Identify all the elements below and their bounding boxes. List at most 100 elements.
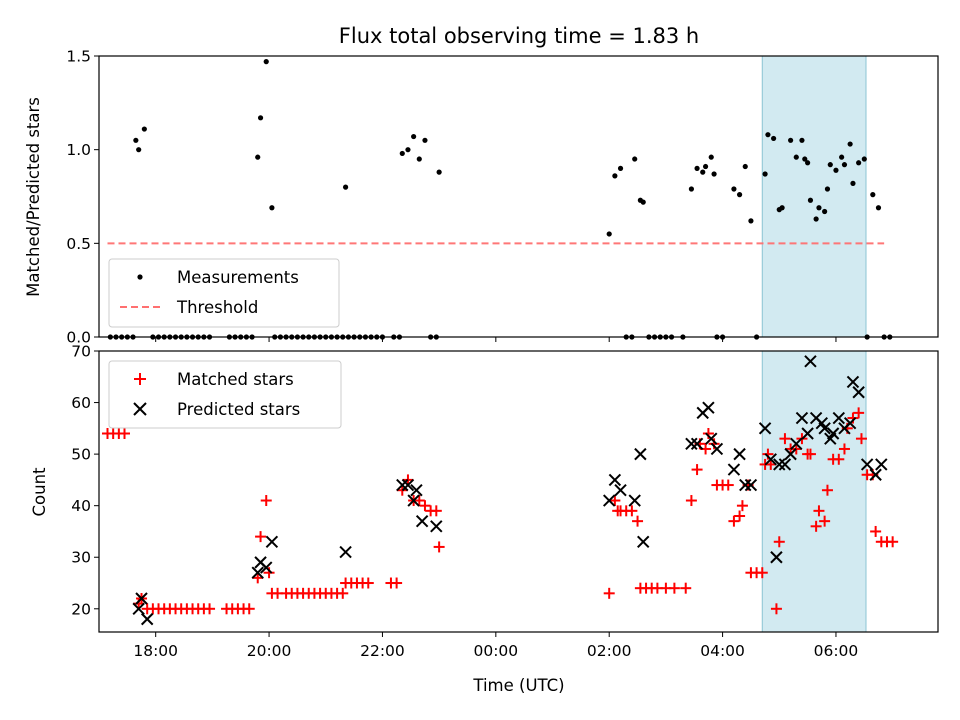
matched-stars-point [870, 525, 882, 537]
measurement-point [822, 208, 828, 215]
count-legend-box [108, 360, 342, 429]
matched-stars-point [756, 567, 768, 579]
predicted-stars-point [628, 494, 641, 507]
matched-stars-point [765, 458, 777, 470]
matched-stars-point [779, 433, 791, 445]
matched-stars-point [887, 536, 899, 548]
count-y-tick-label: 20 [71, 600, 91, 618]
measurement-point [617, 165, 624, 171]
count-highlight-span [761, 350, 867, 633]
measurement-point [748, 218, 754, 224]
ratio-y-tick-label: 0.5 [66, 235, 91, 253]
matched-stars-point [419, 500, 431, 512]
matched-stars-point [252, 572, 264, 584]
count-frame [98, 350, 939, 633]
predicted-stars-point [260, 561, 273, 574]
predicted-stars-point [637, 535, 650, 548]
measurement-point [711, 171, 717, 177]
matched-stars-point [773, 536, 785, 548]
predicted-stars-point [614, 484, 627, 497]
measurement-point [411, 133, 417, 140]
measurement-point [257, 115, 264, 121]
legend-matched-marker [134, 373, 146, 385]
measurement-point [779, 205, 785, 211]
ratio-y-tick-label: 0.0 [66, 329, 91, 347]
matched-stars-point [819, 515, 831, 527]
measurement-point [839, 154, 845, 160]
predicted-stars-point [415, 514, 429, 528]
matched-stars-point [430, 505, 442, 517]
ratio-y-axis-label: Matched/Predicted stars [24, 97, 43, 297]
predicted-stars-point [135, 592, 148, 605]
measurement-point [416, 156, 422, 162]
matched-stars-point [204, 603, 216, 615]
ratio-y-ticks: 0.0 0.5 1.0 1.5 [66, 48, 99, 347]
measurement-point [856, 160, 862, 166]
predicted-stars-point [634, 447, 647, 461]
predicted-stars-point [132, 602, 145, 616]
matched-stars-point [736, 500, 748, 512]
matched-stars-point [833, 453, 845, 465]
measurement-point [133, 137, 139, 143]
measurement-point [742, 163, 748, 170]
predicted-stars-point [843, 416, 857, 430]
predicted-stars-point [705, 432, 718, 445]
measurement-point [694, 165, 700, 171]
ratio-legend-box [108, 258, 340, 328]
predicted-stars-point [410, 484, 423, 497]
measurement-point [762, 171, 768, 177]
measurement-point [788, 137, 794, 143]
measurement-point [799, 137, 805, 143]
matched-stars-point [413, 495, 425, 507]
predicted-stars-point [795, 411, 809, 425]
matched-stars-point [626, 505, 638, 517]
count-y-tick-label: 50 [71, 446, 91, 464]
measurement-point [606, 231, 612, 237]
measurement-point [833, 167, 839, 173]
predicted-stars-point [790, 437, 803, 451]
matched-stars-point [260, 495, 272, 507]
matched-stars-point [337, 587, 349, 599]
chart-title: Flux total observing time = 1.83 h [339, 24, 699, 48]
measurement-point [422, 137, 428, 143]
matched-stars-point [691, 464, 703, 476]
legend-threshold-label: Threshold [176, 298, 258, 317]
count-y-tick-label: 40 [71, 497, 91, 515]
measurement-point [632, 156, 638, 162]
measurement-point [269, 205, 275, 211]
matched-stars-point [853, 407, 865, 419]
matched-stars-point [609, 495, 621, 507]
predicted-stars-point [875, 458, 888, 471]
matched-stars-point [838, 443, 850, 455]
measurement-point [813, 216, 819, 222]
predicted-stars-point [804, 355, 817, 368]
x-tick-label: 00:00 [473, 642, 518, 660]
matched-stars-point [119, 427, 131, 439]
predicted-stars-point [339, 545, 352, 559]
ratio-x-ticks [155, 337, 837, 342]
measurement-point [793, 154, 799, 160]
predicted-stars-point [727, 463, 741, 476]
measurement-point [802, 156, 808, 162]
legend-measurements-marker [137, 274, 143, 280]
x-tick-label: 04:00 [700, 642, 745, 660]
measurement-point [861, 156, 867, 162]
count-panel: 20 30 40 50 60 70 18:00 20:00 22:00 00:00 02:00 04… [30, 343, 939, 695]
count-y-ticks: 20 30 40 50 60 70 [71, 343, 99, 618]
measurement-point [702, 163, 709, 170]
measurement-point [640, 199, 646, 205]
predicted-stars-point [826, 427, 840, 440]
matched-stars-point [685, 495, 697, 507]
measurement-point [841, 162, 848, 168]
measurement-point [805, 160, 811, 166]
matched-stars-point [728, 515, 740, 527]
ratio-legend: Measurements Threshold [108, 258, 340, 328]
measurement-point [875, 205, 882, 211]
matched-stars-point [433, 541, 445, 553]
predicted-stars-point [764, 453, 777, 466]
predicted-stars-point [852, 386, 865, 399]
measurement-point [807, 197, 814, 203]
matched-stars-point [770, 603, 782, 615]
ratio-y-tick-label: 1.5 [66, 48, 91, 66]
